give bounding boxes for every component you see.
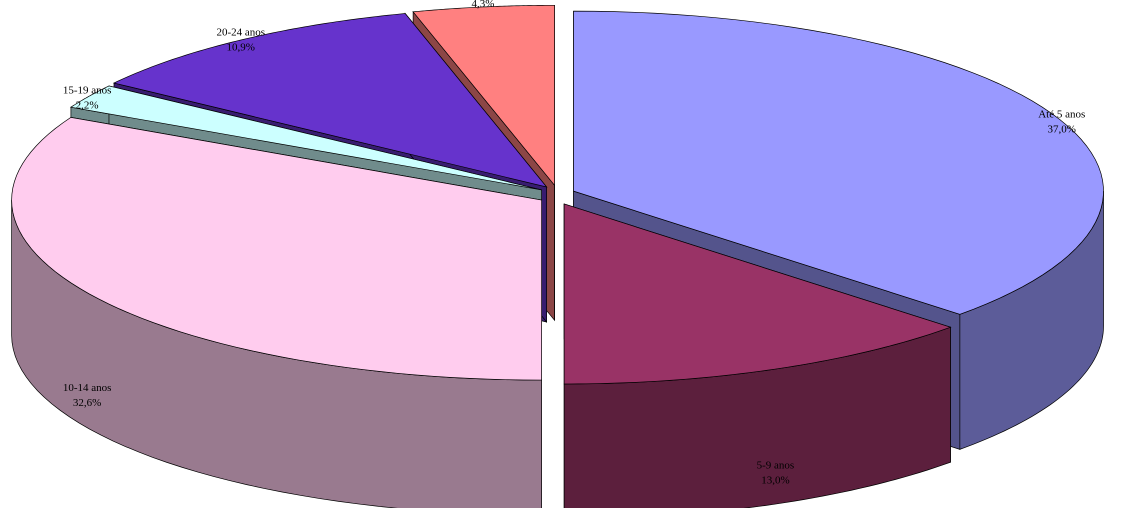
slice-top bbox=[573, 10, 1104, 315]
category-label: 15-19 anos bbox=[63, 85, 112, 97]
category-label: 5-9 anos bbox=[757, 459, 795, 471]
value-label: 10,9% bbox=[227, 41, 255, 53]
slice-top bbox=[112, 13, 548, 188]
value-label: 2,2% bbox=[76, 100, 99, 112]
slice-top bbox=[412, 4, 555, 187]
slice-top bbox=[69, 85, 542, 191]
value-label: 32,6% bbox=[73, 397, 101, 409]
slice bbox=[563, 203, 952, 508]
value-label: 13,0% bbox=[761, 474, 789, 486]
slice bbox=[11, 116, 542, 508]
category-label: 10-14 anos bbox=[63, 382, 112, 394]
category-label: Até 5 anos bbox=[1038, 109, 1085, 121]
value-label: 37,0% bbox=[1048, 124, 1076, 136]
value-label: 4,3% bbox=[471, 0, 494, 10]
slice-top bbox=[563, 203, 952, 385]
category-label: 20-24 anos bbox=[216, 26, 265, 38]
slice-top bbox=[11, 116, 542, 381]
